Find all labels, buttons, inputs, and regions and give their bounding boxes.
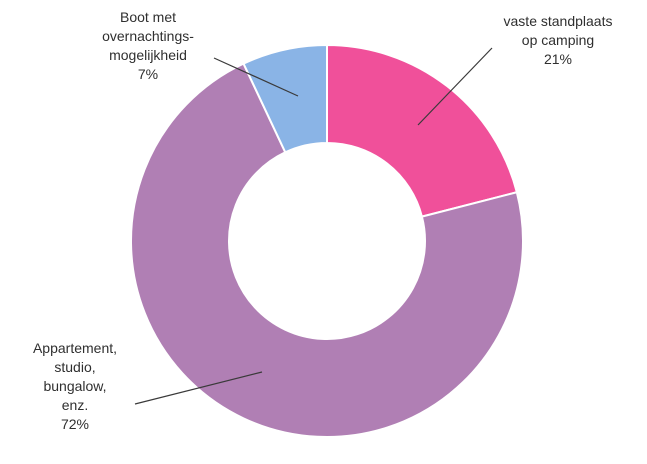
donut-slice	[130, 62, 524, 438]
leader-lines	[134, 47, 493, 405]
slice-percent-label: 21%	[543, 51, 573, 67]
slice-label-line: op camping	[521, 32, 595, 48]
slice-label-appartement: Appartement, studio, bungalow, enz. 72%	[0, 339, 150, 434]
donut-slice	[326, 43, 519, 218]
leader-line	[213, 57, 299, 97]
slice-label-line: studio,	[54, 359, 96, 375]
slice-percent-label: 72%	[60, 416, 90, 432]
leader-line	[417, 47, 493, 126]
slice-label-line: bungalow,	[43, 378, 107, 394]
slice-label-vaste-standplaats: vaste standplaats op camping 21%	[478, 12, 638, 69]
donut-slices	[130, 43, 524, 438]
slice-label-line: enz.	[61, 397, 89, 413]
slice-label-boot: Boot met overnachtings- mogelijkheid 7%	[70, 8, 226, 84]
slice-label-line: vaste standplaats	[503, 13, 613, 29]
slice-label-line: mogelijkheid	[109, 47, 187, 63]
donut-slice	[242, 43, 328, 154]
slice-label-line: Boot met	[119, 9, 177, 25]
slice-label-line: Appartement,	[32, 340, 118, 356]
leader-line	[134, 371, 263, 405]
slice-label-line: overnachtings-	[102, 28, 194, 44]
slice-percent-label: 7%	[137, 66, 159, 82]
